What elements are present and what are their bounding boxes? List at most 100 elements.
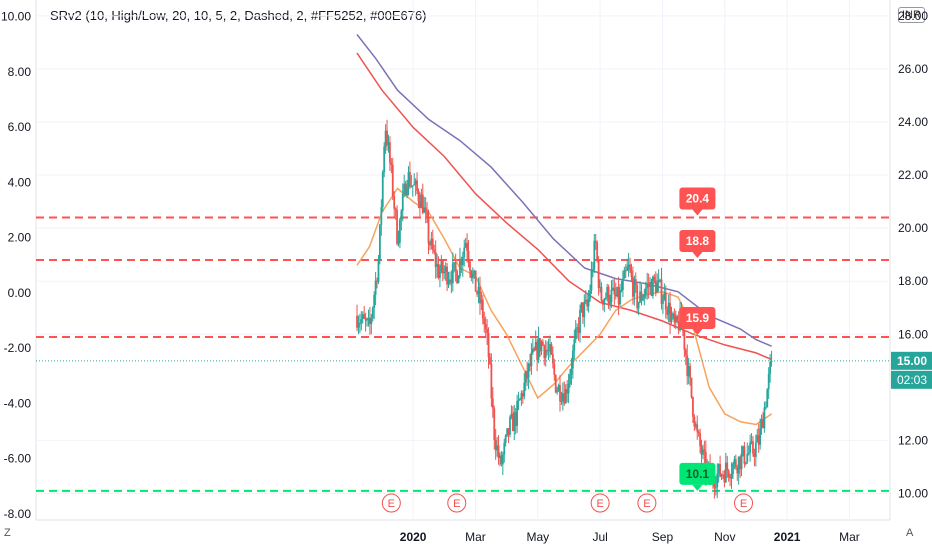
candle-body — [358, 322, 361, 325]
candle-body — [524, 371, 527, 383]
level-label-pointer — [692, 209, 703, 216]
candle-body — [611, 287, 614, 290]
candle-body — [469, 261, 471, 271]
candle-body — [466, 242, 468, 252]
left-axis-tick-label: -6.00 — [4, 452, 32, 466]
candle-body — [461, 257, 464, 266]
level-labels: 20.4 18.8 15.9 10.1 — [679, 187, 716, 491]
candle-body — [726, 462, 729, 471]
candle-body — [519, 398, 521, 401]
candle-body — [444, 266, 447, 272]
candle-body — [634, 279, 637, 286]
candle-body — [464, 242, 467, 248]
candle-body — [446, 266, 448, 285]
candle-body — [456, 270, 458, 284]
candle-body — [727, 470, 730, 477]
candle-body — [750, 441, 753, 443]
candle-body — [401, 194, 404, 211]
left-axis-tick-label: 6.00 — [8, 120, 32, 134]
right-axis-tick-label: 24.00 — [898, 115, 928, 129]
candle-body — [484, 324, 487, 330]
candle-body — [580, 302, 583, 311]
candle-body — [407, 172, 410, 188]
earnings-marker[interactable] — [447, 493, 467, 513]
candle-body — [501, 454, 504, 465]
candle-body — [593, 240, 596, 270]
countdown-badge — [891, 370, 932, 389]
candle-body — [457, 276, 460, 284]
candle-body — [463, 247, 466, 258]
candle-body — [767, 373, 770, 390]
candle-body — [387, 142, 390, 146]
candle-body — [497, 445, 500, 459]
candle-body — [493, 408, 496, 440]
candle-body — [516, 401, 519, 426]
earnings-marker[interactable] — [637, 493, 657, 513]
candle-body — [759, 428, 762, 445]
candle-body — [480, 299, 483, 304]
candle-body — [378, 224, 381, 261]
candle-body — [360, 319, 363, 323]
grid-lines — [35, 0, 891, 521]
candle-body — [607, 287, 610, 304]
last-price-line: 15.00 02:03 — [36, 351, 932, 389]
auto-scale-right-button[interactable]: A — [906, 527, 914, 539]
candle-body — [632, 276, 634, 297]
earnings-marker[interactable] — [590, 493, 610, 513]
candle-body — [684, 349, 687, 356]
candle-body — [622, 278, 624, 291]
candle-body — [429, 243, 431, 246]
earnings-marker[interactable] — [734, 493, 754, 513]
candle-body — [581, 302, 584, 318]
auto-scale-left-button[interactable]: Z — [4, 527, 11, 539]
candle-body — [744, 462, 747, 464]
candle-body — [373, 294, 376, 309]
earnings-marker[interactable] — [381, 493, 401, 513]
candle-body — [411, 185, 414, 187]
candle-body — [627, 264, 630, 267]
candle-body — [739, 456, 742, 470]
candle-body — [356, 315, 358, 328]
candle-body — [367, 317, 370, 320]
right-axis-tick-label: 18.00 — [898, 274, 928, 288]
candle-body — [376, 280, 378, 282]
candle-body — [749, 442, 752, 454]
candle-body — [624, 270, 627, 272]
candle-body — [423, 207, 426, 213]
candle-body — [604, 297, 607, 299]
candle-body — [561, 393, 564, 402]
candle-body — [526, 371, 529, 379]
level-label-box — [679, 462, 716, 485]
currency-button[interactable]: INR — [898, 7, 925, 23]
candle-body — [486, 329, 489, 334]
candle-body — [434, 252, 437, 267]
candle-body — [660, 279, 663, 304]
candle-body — [368, 317, 371, 325]
candle-body — [762, 418, 764, 429]
candle-body — [617, 287, 620, 305]
candle-body — [427, 218, 430, 244]
candle-body — [476, 291, 479, 295]
candle-body — [414, 180, 417, 185]
countdown-label: 02:03 — [897, 373, 927, 387]
candle-body — [424, 207, 427, 212]
candle-body — [404, 183, 407, 196]
candle-body — [697, 431, 700, 434]
candle-body — [642, 297, 644, 301]
candle-body — [553, 363, 556, 375]
candle-body — [384, 130, 387, 147]
candle-body — [567, 383, 570, 394]
candle-body — [389, 142, 391, 163]
candle-body — [714, 487, 717, 489]
candle-body — [760, 418, 763, 429]
candle-body — [629, 264, 631, 271]
candle-body — [717, 463, 720, 474]
candle-body — [566, 389, 569, 394]
right-axis-tick-label: 20.00 — [898, 221, 928, 235]
candle-body — [577, 327, 580, 334]
candle-body — [620, 290, 623, 292]
candle-body — [614, 294, 617, 297]
level-label-text: 18.8 — [686, 234, 710, 248]
